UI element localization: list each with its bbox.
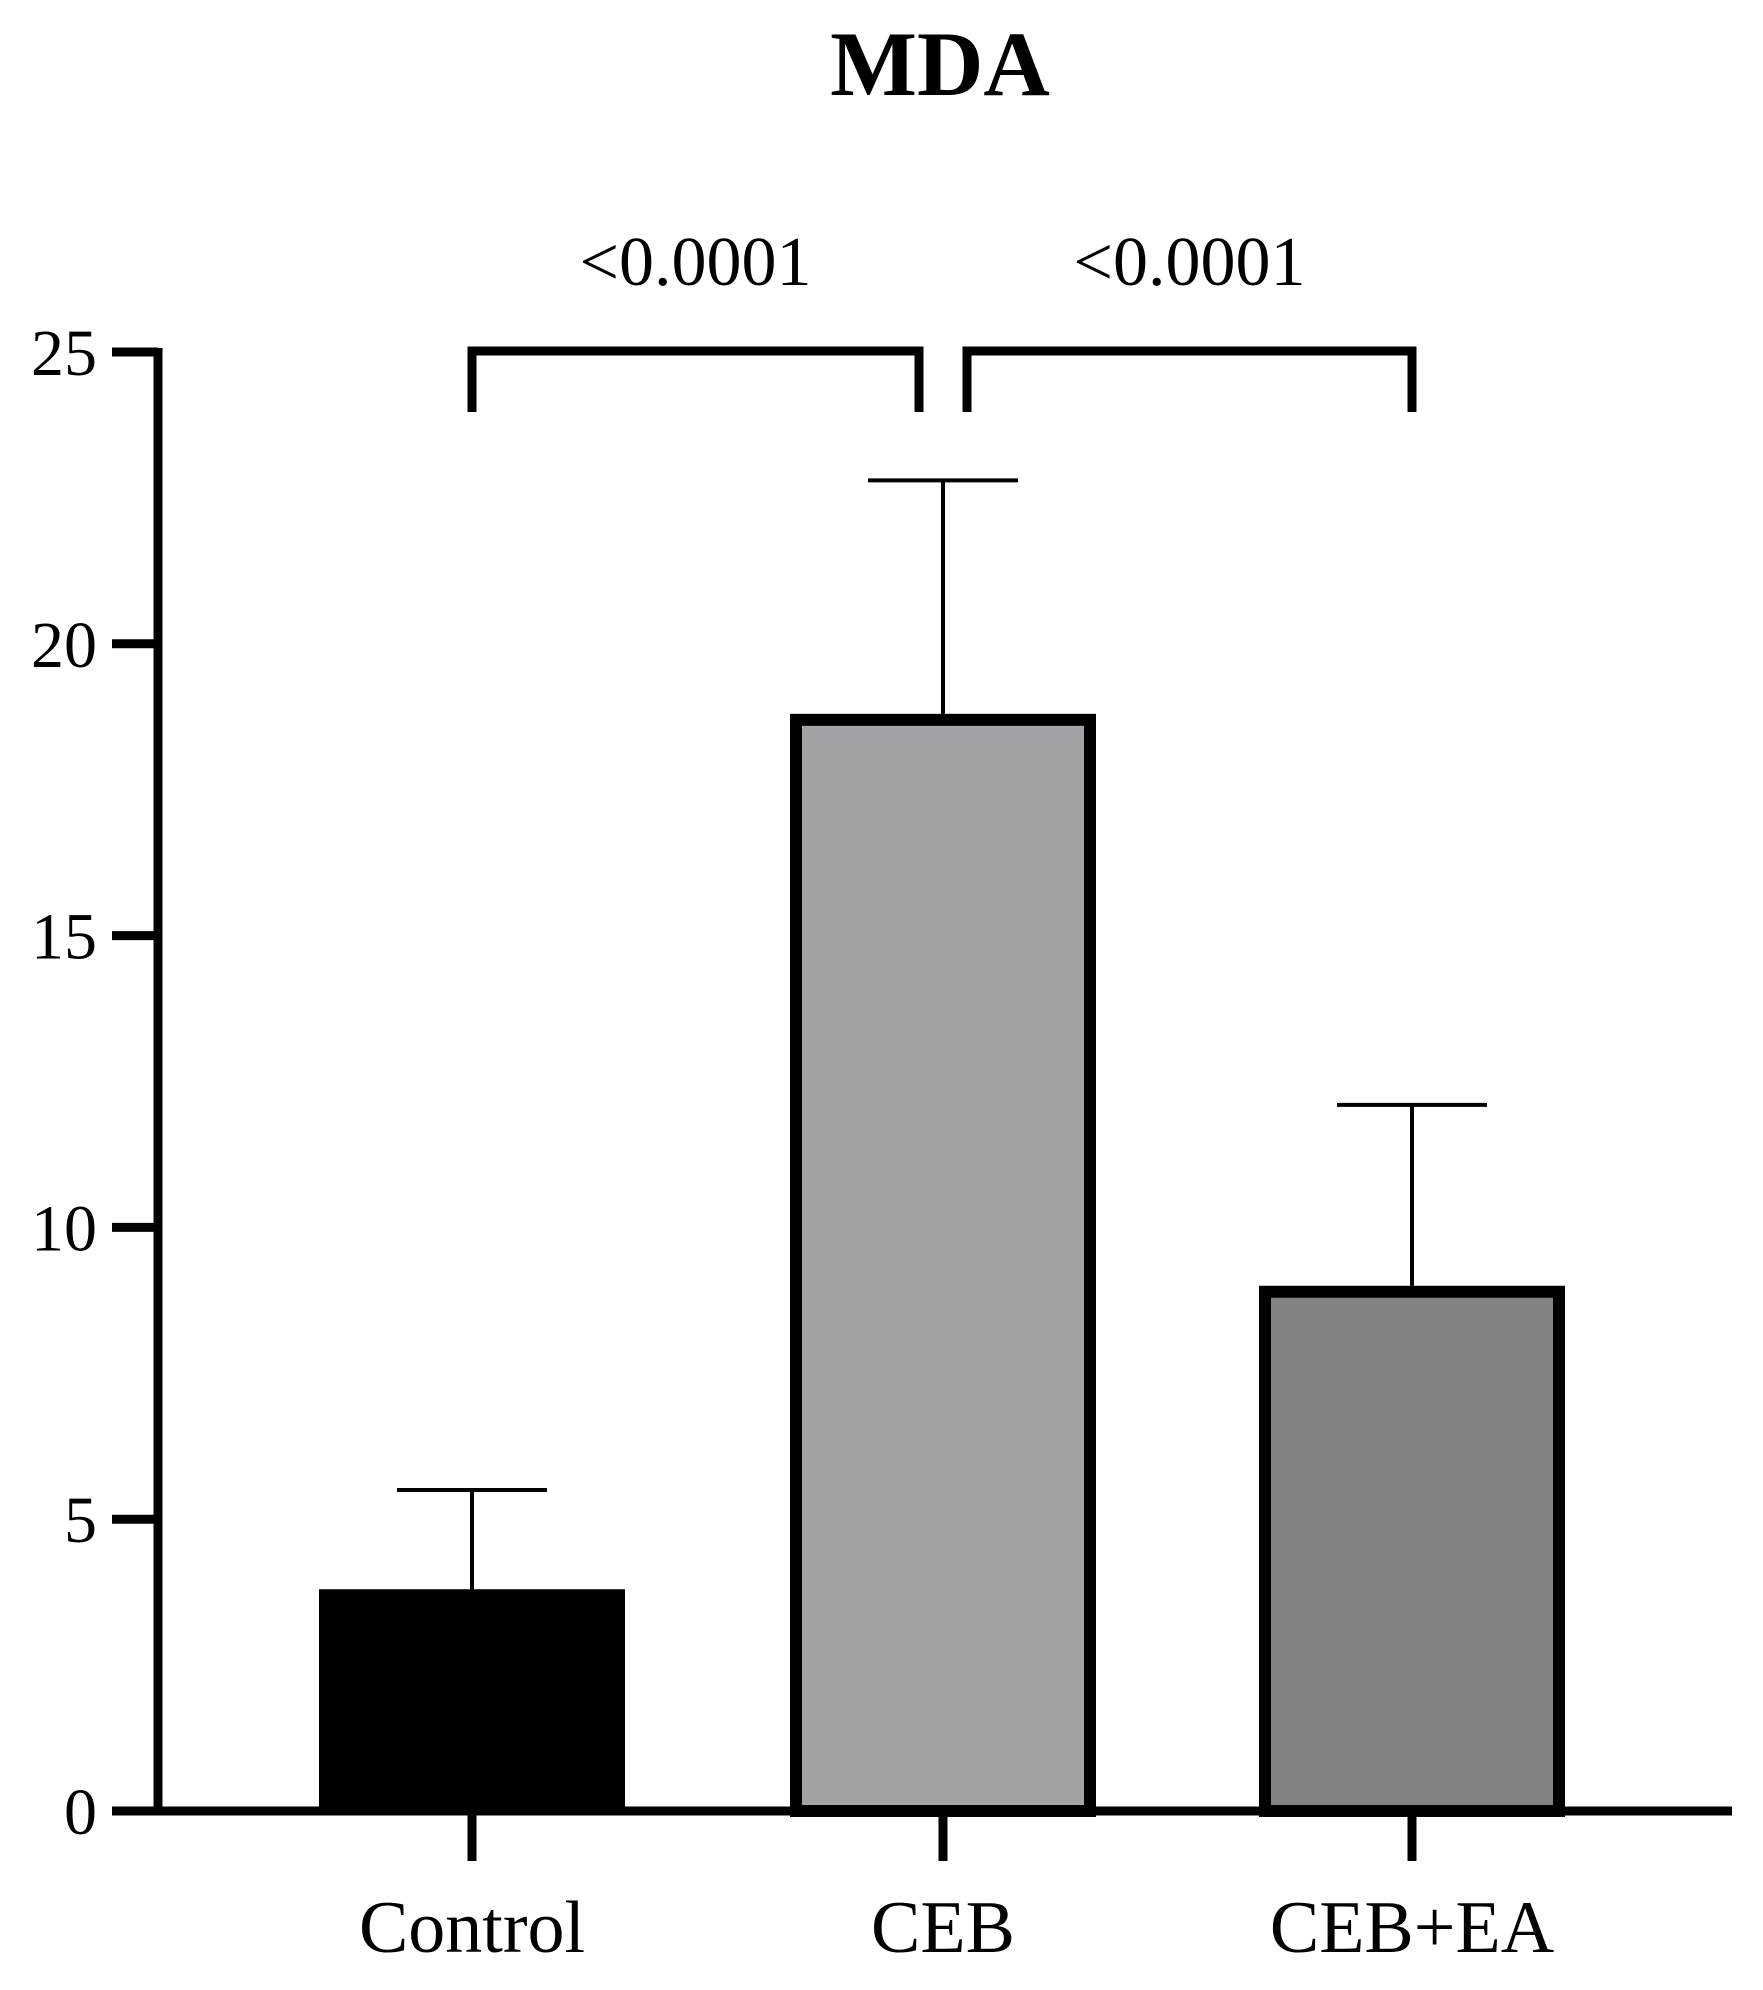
y-tick-label-5: 5 bbox=[64, 1484, 97, 1557]
significance-bracket-1 bbox=[467, 346, 924, 412]
x-label-ceb: CEB bbox=[871, 1887, 1015, 1969]
x-label-control: Control bbox=[359, 1887, 585, 1969]
y-tick-label-10: 10 bbox=[31, 1192, 97, 1265]
p-value-label-1: <0.0001 bbox=[580, 224, 812, 301]
y-tick-label-15: 15 bbox=[31, 901, 97, 974]
y-tick-label-0: 0 bbox=[64, 1776, 97, 1849]
chart-title: MDA bbox=[830, 13, 1050, 115]
y-tick-label-25: 25 bbox=[31, 317, 97, 390]
p-value-label-2: <0.0001 bbox=[1074, 224, 1306, 301]
bar-ceb bbox=[790, 713, 1096, 1817]
x-label-ceb-ea: CEB+EA bbox=[1270, 1887, 1554, 1969]
significance-bracket-2 bbox=[962, 346, 1417, 412]
bar-ceb-ea bbox=[1259, 1285, 1565, 1817]
bar-control bbox=[319, 1589, 625, 1811]
plot-area: 0 5 10 15 20 25 Control CEB CEB+EA <0.0001 <0.0001 bbox=[31, 224, 1732, 1969]
y-tick-label-20: 20 bbox=[31, 609, 97, 682]
